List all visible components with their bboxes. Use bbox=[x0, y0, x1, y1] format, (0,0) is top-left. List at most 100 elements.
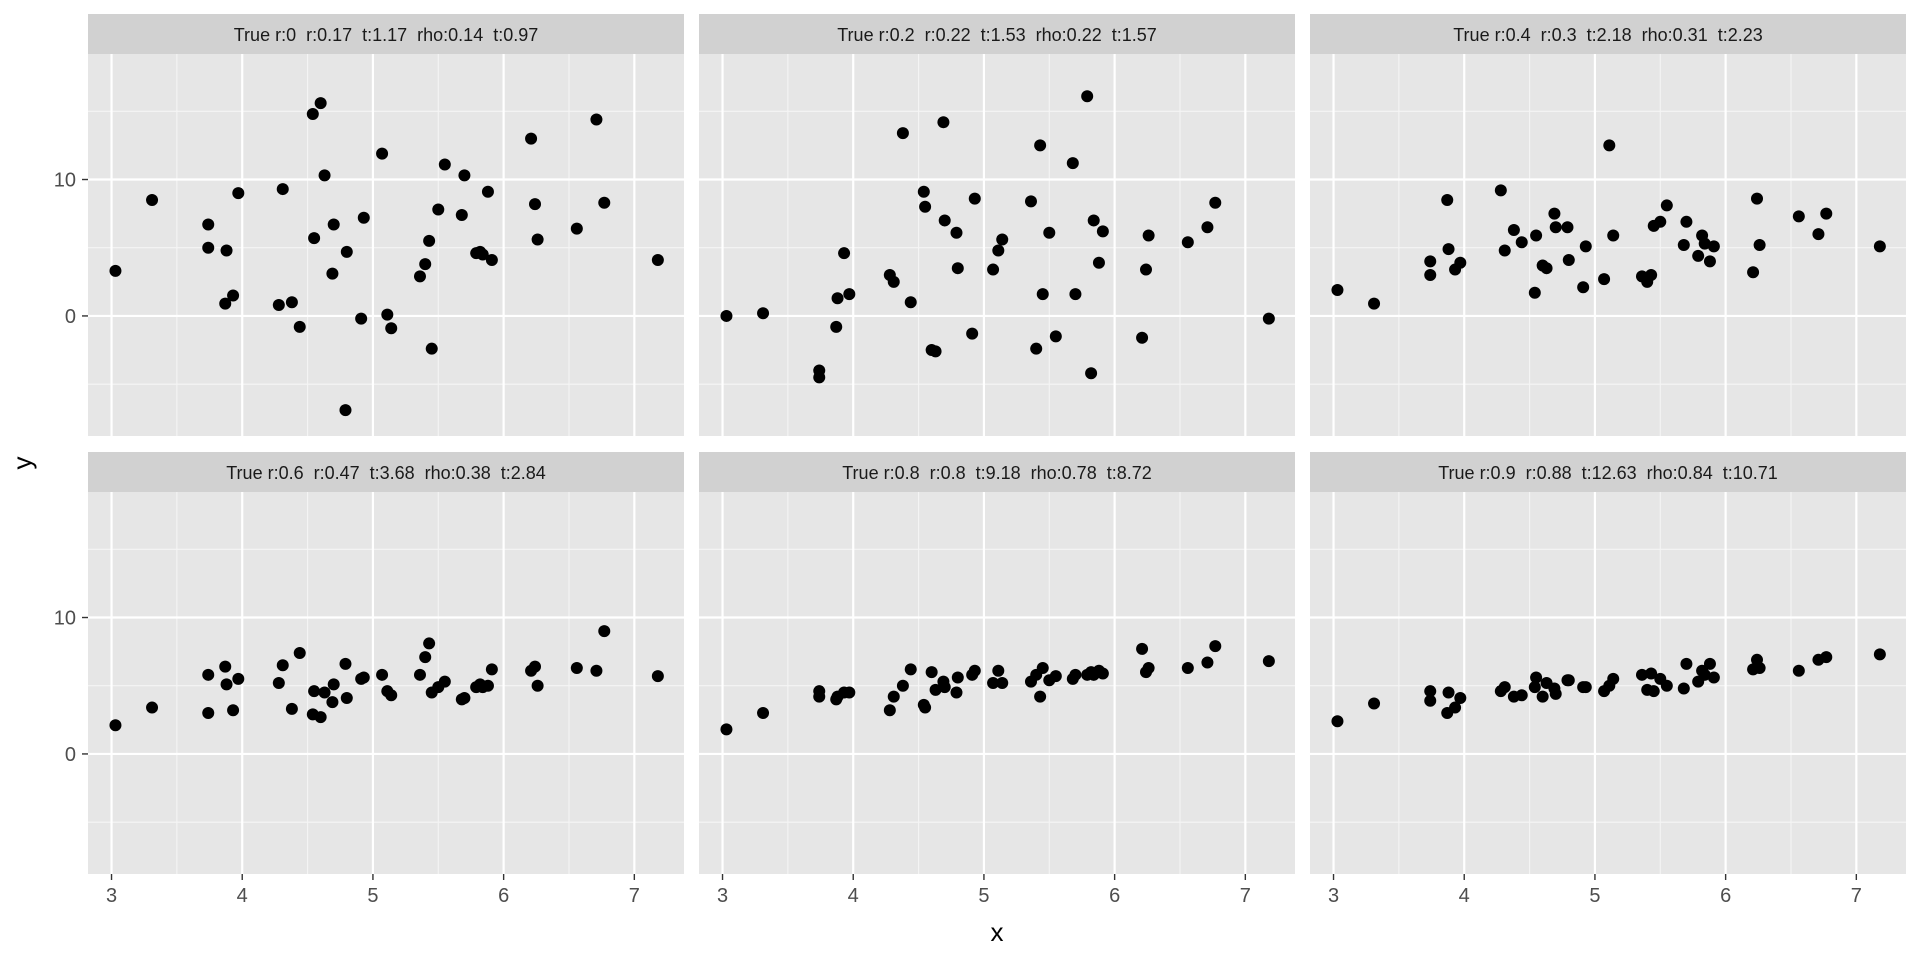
data-point bbox=[385, 322, 398, 335]
data-point bbox=[1530, 671, 1543, 684]
data-point bbox=[996, 677, 1009, 689]
data-point bbox=[929, 345, 942, 358]
data-point bbox=[1549, 687, 1562, 700]
data-point bbox=[1680, 215, 1693, 228]
data-point bbox=[308, 232, 321, 245]
data-point bbox=[1096, 225, 1109, 238]
data-point bbox=[919, 701, 932, 714]
data-point bbox=[1579, 240, 1592, 253]
data-point bbox=[1331, 284, 1344, 297]
data-point bbox=[992, 244, 1005, 257]
data-point bbox=[1066, 157, 1079, 170]
data-point bbox=[438, 158, 451, 171]
data-point bbox=[1792, 664, 1805, 677]
data-point bbox=[992, 664, 1005, 677]
data-point bbox=[1424, 255, 1437, 268]
data-point bbox=[1441, 193, 1454, 206]
x-tick-label: 4 bbox=[1459, 885, 1470, 907]
data-point bbox=[314, 711, 327, 724]
data-point bbox=[917, 185, 930, 198]
data-point bbox=[327, 678, 340, 691]
data-point bbox=[720, 309, 733, 322]
data-point bbox=[1562, 674, 1575, 687]
data-point bbox=[904, 663, 917, 676]
data-point bbox=[293, 320, 306, 333]
x-tick-label: 6 bbox=[498, 885, 509, 907]
data-point bbox=[326, 696, 339, 709]
data-point bbox=[1069, 288, 1082, 301]
data-point bbox=[285, 296, 298, 309]
data-point bbox=[1579, 681, 1592, 694]
data-point bbox=[219, 660, 232, 673]
data-point bbox=[919, 200, 932, 213]
facet-strip-label: True r:0.6 r:0.47 t:3.68 rho:0.38 t:2.84 bbox=[226, 463, 546, 483]
data-point bbox=[1577, 281, 1590, 294]
facet-strip-background bbox=[1310, 14, 1906, 54]
data-point bbox=[438, 675, 451, 688]
panel-background bbox=[1310, 54, 1906, 436]
x-tick-label: 5 bbox=[978, 885, 989, 907]
data-point bbox=[1036, 288, 1049, 301]
data-point bbox=[272, 677, 285, 689]
data-point bbox=[883, 704, 896, 717]
point-group bbox=[720, 640, 1275, 736]
data-point bbox=[1654, 215, 1667, 228]
data-point bbox=[1201, 656, 1214, 669]
data-point bbox=[232, 187, 245, 200]
y-axis-title: y bbox=[7, 457, 37, 470]
data-point bbox=[481, 185, 494, 198]
data-point bbox=[813, 364, 826, 377]
data-point bbox=[381, 308, 394, 321]
data-point bbox=[987, 677, 1000, 689]
y-tick-label: 0 bbox=[65, 306, 76, 328]
data-point bbox=[293, 646, 306, 659]
data-point bbox=[896, 127, 909, 140]
data-point bbox=[570, 661, 583, 674]
data-point bbox=[529, 660, 541, 673]
data-point bbox=[1454, 256, 1467, 269]
data-point bbox=[1660, 679, 1673, 692]
data-point bbox=[1442, 686, 1455, 699]
data-point bbox=[432, 203, 445, 216]
y-tick-label: 10 bbox=[54, 608, 76, 630]
data-point bbox=[1647, 685, 1660, 698]
data-point bbox=[1603, 139, 1616, 152]
data-point bbox=[458, 692, 471, 705]
data-point bbox=[485, 254, 498, 267]
data-point bbox=[423, 637, 436, 650]
panel-background bbox=[88, 54, 684, 436]
data-point bbox=[529, 198, 541, 211]
data-point bbox=[1449, 701, 1462, 714]
data-point bbox=[219, 297, 232, 310]
data-point bbox=[1069, 668, 1082, 681]
point-group bbox=[1331, 648, 1886, 728]
data-point bbox=[813, 685, 826, 698]
data-point bbox=[232, 672, 245, 685]
data-point bbox=[843, 686, 856, 699]
x-axis: 3 4 5 6 7 3 4 5 6 7 3 4 5 6 7 bbox=[106, 874, 1862, 907]
data-point bbox=[1034, 139, 1047, 152]
data-point bbox=[1092, 256, 1105, 269]
facet-strip-label: True r:0.2 r:0.22 t:1.53 rho:0.22 t:1.57 bbox=[837, 25, 1157, 45]
data-point bbox=[425, 342, 438, 355]
data-point bbox=[1536, 690, 1549, 703]
data-point bbox=[830, 320, 843, 333]
data-point bbox=[1209, 196, 1222, 209]
data-point bbox=[968, 192, 981, 205]
data-point bbox=[590, 113, 603, 126]
data-point bbox=[272, 299, 285, 312]
data-point bbox=[843, 288, 856, 301]
data-point bbox=[531, 233, 544, 246]
data-point bbox=[1698, 668, 1711, 681]
panel-background bbox=[88, 492, 684, 874]
data-point bbox=[202, 707, 215, 720]
data-point bbox=[1262, 312, 1275, 325]
data-point bbox=[308, 685, 321, 698]
data-point bbox=[1607, 672, 1620, 685]
data-point bbox=[1753, 661, 1766, 674]
data-point bbox=[1753, 239, 1766, 251]
data-point bbox=[1049, 670, 1062, 683]
data-point bbox=[146, 193, 159, 206]
data-point bbox=[1873, 648, 1886, 661]
data-point bbox=[220, 678, 233, 691]
